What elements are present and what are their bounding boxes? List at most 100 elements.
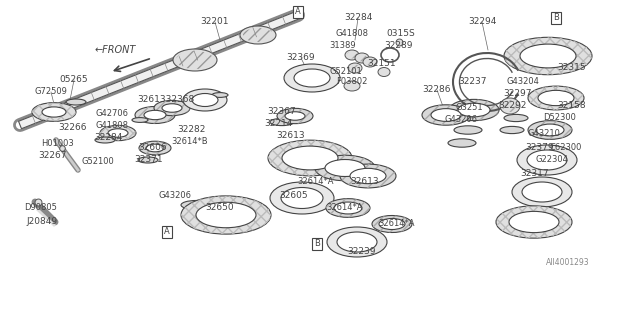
Polygon shape (19, 11, 300, 129)
Ellipse shape (340, 164, 396, 188)
Text: 32289: 32289 (385, 42, 413, 51)
Ellipse shape (326, 199, 370, 217)
Ellipse shape (181, 196, 271, 234)
Text: G43210: G43210 (527, 130, 561, 139)
Text: 3261332368: 3261332368 (138, 95, 195, 105)
Text: 32282: 32282 (177, 125, 205, 134)
Text: G41808: G41808 (95, 122, 129, 131)
Ellipse shape (458, 103, 490, 117)
Text: 32367: 32367 (268, 108, 296, 116)
Text: G72509: G72509 (35, 87, 67, 97)
Ellipse shape (348, 63, 362, 73)
Text: G41808: G41808 (335, 28, 369, 37)
Ellipse shape (181, 201, 211, 210)
Ellipse shape (285, 112, 305, 120)
Text: G52101: G52101 (330, 68, 362, 76)
Text: 32614*B: 32614*B (172, 138, 208, 147)
Ellipse shape (146, 144, 164, 152)
Text: 32317: 32317 (521, 170, 549, 179)
Text: 32379: 32379 (525, 142, 554, 151)
Ellipse shape (345, 50, 359, 60)
Text: 32239: 32239 (348, 247, 376, 257)
Ellipse shape (139, 141, 171, 155)
Text: A: A (295, 7, 301, 17)
Text: 05265: 05265 (60, 76, 88, 84)
Text: J20849: J20849 (26, 218, 58, 227)
Text: 32369: 32369 (287, 53, 316, 62)
Text: G43206: G43206 (445, 116, 477, 124)
Text: All4001293: All4001293 (547, 258, 590, 267)
Text: G3251: G3251 (455, 103, 483, 113)
Text: 32151: 32151 (368, 60, 396, 68)
Text: F03802: F03802 (336, 77, 368, 86)
Text: B: B (314, 239, 320, 249)
Ellipse shape (363, 57, 377, 67)
Ellipse shape (154, 100, 190, 116)
Text: G42706: G42706 (95, 109, 129, 118)
Ellipse shape (520, 44, 576, 68)
Text: H01003: H01003 (40, 140, 74, 148)
Ellipse shape (277, 108, 313, 124)
Ellipse shape (454, 126, 482, 134)
Ellipse shape (325, 159, 365, 177)
Ellipse shape (95, 137, 115, 143)
Text: G22304: G22304 (536, 156, 568, 164)
Ellipse shape (500, 98, 520, 114)
Text: 32237: 32237 (459, 77, 487, 86)
Ellipse shape (66, 99, 86, 105)
Ellipse shape (294, 69, 330, 87)
Text: 32158: 32158 (557, 101, 586, 110)
Ellipse shape (344, 81, 360, 91)
Text: 31389: 31389 (330, 42, 356, 51)
Text: G52100: G52100 (82, 157, 115, 166)
Ellipse shape (522, 182, 562, 202)
Text: A: A (164, 228, 170, 236)
Ellipse shape (327, 227, 387, 257)
Ellipse shape (504, 37, 592, 75)
Text: 32294: 32294 (468, 18, 496, 27)
Ellipse shape (504, 114, 528, 122)
Ellipse shape (372, 215, 412, 233)
Ellipse shape (270, 182, 334, 214)
Text: 32284: 32284 (94, 133, 122, 142)
Ellipse shape (422, 105, 470, 125)
Text: 32606: 32606 (139, 143, 167, 153)
Ellipse shape (132, 117, 148, 122)
Ellipse shape (162, 104, 182, 112)
Ellipse shape (284, 64, 340, 92)
Ellipse shape (350, 168, 386, 184)
Ellipse shape (509, 212, 559, 233)
Ellipse shape (536, 124, 564, 136)
Ellipse shape (212, 92, 228, 97)
Ellipse shape (108, 129, 128, 137)
Text: 32650: 32650 (205, 204, 234, 212)
Ellipse shape (449, 100, 499, 121)
Ellipse shape (527, 150, 567, 170)
Text: 32266: 32266 (59, 124, 87, 132)
Ellipse shape (355, 53, 369, 63)
Ellipse shape (281, 188, 323, 209)
Ellipse shape (315, 155, 375, 181)
Text: D52300: D52300 (543, 114, 577, 123)
Ellipse shape (270, 118, 294, 125)
Text: G43206: G43206 (159, 191, 191, 201)
Text: D90805: D90805 (24, 204, 58, 212)
Ellipse shape (144, 110, 166, 120)
Ellipse shape (32, 103, 76, 121)
Text: 32267: 32267 (39, 151, 67, 161)
Text: 0315S: 0315S (387, 28, 415, 37)
Ellipse shape (42, 107, 66, 117)
Ellipse shape (500, 126, 524, 134)
Ellipse shape (379, 219, 405, 229)
Text: 32605: 32605 (280, 191, 308, 201)
Text: C62300: C62300 (550, 142, 582, 151)
Text: ←FRONT: ←FRONT (94, 45, 136, 55)
Ellipse shape (135, 107, 175, 124)
Ellipse shape (196, 202, 256, 228)
Text: 32614*A: 32614*A (327, 204, 364, 212)
Ellipse shape (337, 232, 377, 252)
Ellipse shape (334, 202, 362, 214)
Ellipse shape (240, 26, 276, 44)
Text: 32614*A: 32614*A (379, 220, 415, 228)
Text: 32371: 32371 (134, 156, 163, 164)
